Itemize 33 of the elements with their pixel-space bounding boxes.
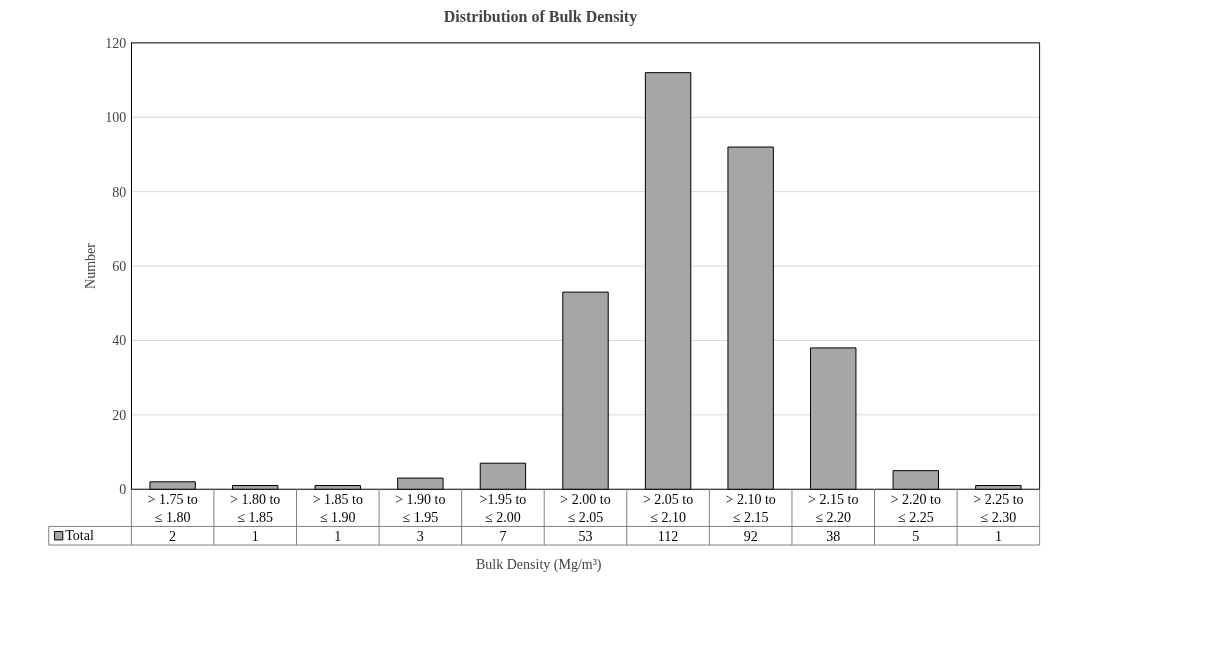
y-tick-label: 80 xyxy=(112,184,127,200)
data-label: 1 xyxy=(994,528,1002,544)
category-label: > 2.20 to ≤ 2.25 xyxy=(890,491,941,525)
y-tick-label: 100 xyxy=(105,110,127,126)
x-axis-title: Bulk Density (Mg/m³) xyxy=(475,556,602,573)
category-label: >1.95 to ≤ 2.00 xyxy=(479,491,527,525)
y-tick-label: 60 xyxy=(112,259,127,275)
legend-label: Total xyxy=(65,528,94,544)
data-label: 1 xyxy=(334,528,342,544)
data-label: 53 xyxy=(578,528,593,544)
data-label: 112 xyxy=(657,528,679,544)
category-label: > 1.85 to ≤ 1.90 xyxy=(312,491,363,525)
data-label: 2 xyxy=(169,528,177,544)
category-label: > 1.80 to ≤ 1.85 xyxy=(230,491,281,525)
chart-title: Distribution of Bulk Density xyxy=(443,7,638,26)
y-tick-label: 20 xyxy=(112,407,127,423)
data-label: 5 xyxy=(912,528,920,544)
y-tick-label: 120 xyxy=(105,35,127,51)
y-tick-label: 40 xyxy=(112,333,127,349)
data-label: 3 xyxy=(416,528,424,544)
data-label: 7 xyxy=(499,528,507,544)
category-label: > 2.25 to ≤ 2.30 xyxy=(973,491,1024,525)
data-label: 92 xyxy=(743,528,758,544)
data-label: 38 xyxy=(826,528,841,544)
category-label: > 2.15 to ≤ 2.20 xyxy=(808,491,859,525)
y-tick-label: 0 xyxy=(119,482,127,498)
category-label: > 1.75 to ≤ 1.80 xyxy=(147,491,198,525)
y-axis-title: Number xyxy=(82,242,98,289)
category-label: > 2.00 to ≤ 2.05 xyxy=(560,491,611,525)
category-label: > 2.05 to ≤ 2.10 xyxy=(642,491,694,525)
category-label: > 2.10 to ≤ 2.15 xyxy=(725,491,776,525)
data-label: 1 xyxy=(251,528,259,544)
category-label: > 1.90 to ≤ 1.95 xyxy=(395,491,446,525)
